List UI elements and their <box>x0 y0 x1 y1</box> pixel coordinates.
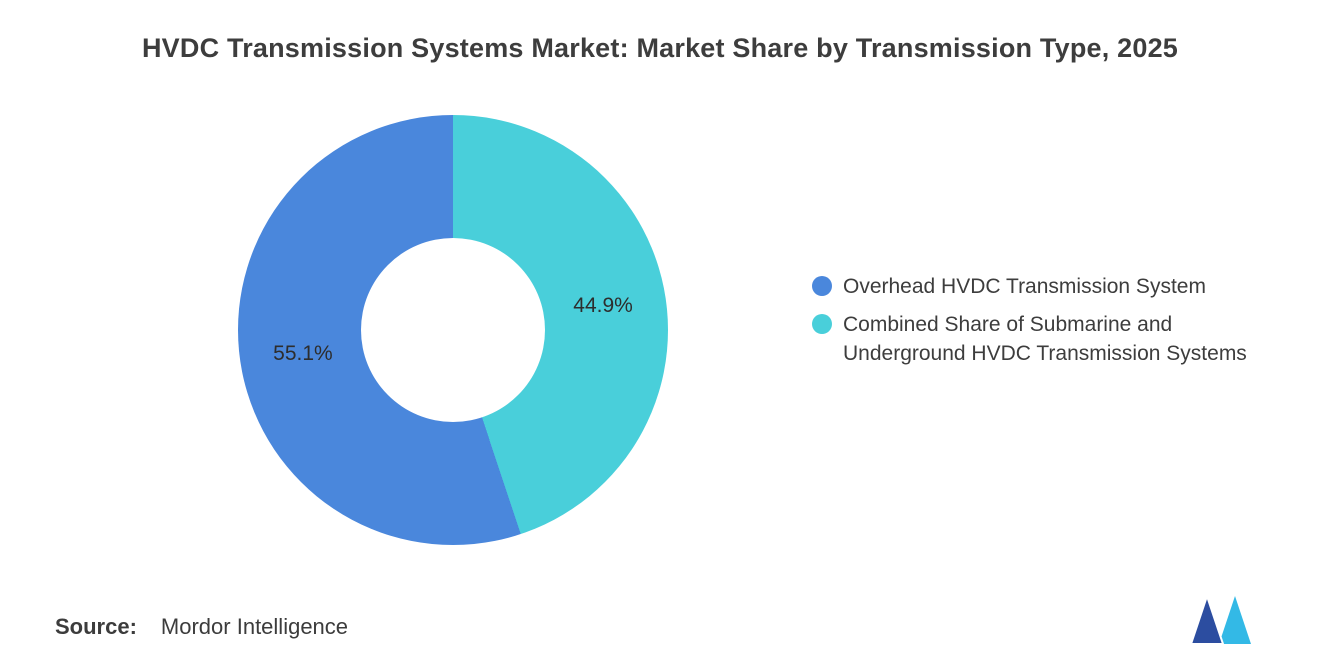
legend-label: Combined Share of Submarine and Undergro… <box>843 313 1247 365</box>
source-value: Mordor Intelligence <box>160 614 349 639</box>
slice-label: 44.9% <box>573 293 633 317</box>
legend-marker-icon <box>812 314 832 334</box>
source-label: Source: <box>55 614 137 639</box>
legend-item: Combined Share of Submarine and Undergro… <box>812 310 1247 368</box>
page-title: HVDC Transmission Systems Market: Market… <box>141 33 1178 63</box>
logo-right-peak <box>1219 596 1251 644</box>
legend-marker-icon <box>812 276 832 296</box>
slice-label: 55.1% <box>273 342 333 366</box>
source-line: Source: Mordor Intelligence <box>55 614 348 640</box>
mordor-intelligence-logo <box>1189 592 1252 645</box>
logo-left-peak <box>1189 592 1225 645</box>
logo-m-icon <box>1189 592 1251 645</box>
donut-chart: 44.9% 55.1% <box>238 115 668 545</box>
donut-hole <box>361 238 545 422</box>
legend-item: Overhead HVDC Transmission System <box>812 272 1247 301</box>
chart-legend: Overhead HVDC Transmission System Combin… <box>812 272 1247 368</box>
legend-label: Overhead HVDC Transmission System <box>843 275 1206 298</box>
